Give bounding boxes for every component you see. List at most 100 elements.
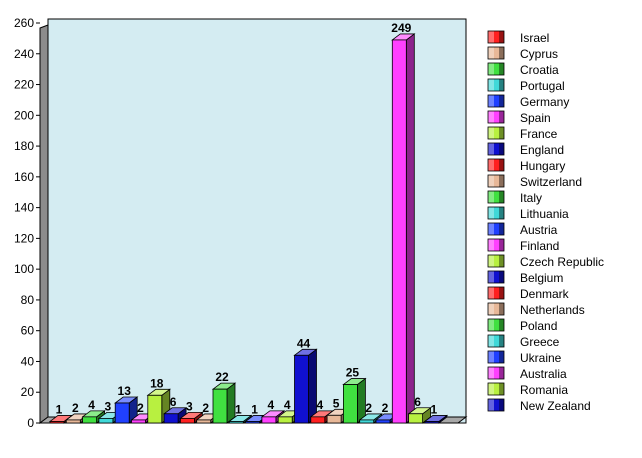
legend-swatch [487,110,505,124]
data-label: 3 [186,399,193,413]
data-label: 4 [316,398,323,412]
bar-italy [211,382,237,424]
legend-swatch [487,158,505,172]
legend-label: Portugal [520,79,565,93]
bar-belgium [293,348,318,424]
legend-item: Netherlands [487,302,585,317]
y-axis: 0 20 40 60 80 100 120 140 160 180 200 220 240 260 [14,16,40,430]
data-label: 1 [235,402,242,416]
data-label: 5 [333,396,340,410]
side-wall [39,24,49,424]
legend-label: Spain [520,111,551,125]
legend-label: Greece [520,335,560,349]
legend-swatch [487,238,505,252]
legend-label: Romania [520,383,568,397]
data-label: 249 [391,21,411,35]
legend-label: Israel [520,31,549,45]
y-tick-label: 160 [14,170,34,184]
data-label: 22 [215,370,229,384]
legend-swatch [487,382,505,396]
legend-item: Portugal [487,78,565,93]
legend-item: Poland [487,318,557,333]
legend-item: Greece [487,334,560,349]
y-tick-label: 200 [14,108,34,122]
bar-new-zealand [423,414,449,424]
legend-label: Belgium [520,271,563,285]
legend-item: Ukraine [487,350,562,365]
data-label: 3 [105,399,112,413]
legend-swatch [487,366,505,380]
legend-label: Poland [520,319,557,333]
legend-swatch [487,94,505,108]
legend-swatch [487,190,505,204]
legend-label: New Zealand [520,399,591,413]
legend-item: Denmark [487,286,570,301]
legend-label: Croatia [520,63,559,77]
legend-item: Austria [487,222,558,237]
legend-item: Germany [487,94,569,109]
legend-label: Italy [520,191,542,205]
y-tick-label: 100 [14,262,34,276]
data-label: 4 [88,398,95,412]
legend-swatch [487,78,505,92]
y-tick-label: 180 [14,139,34,153]
legend-swatch [487,270,505,284]
legend-swatch [487,398,505,412]
legend-item: New Zealand [487,398,591,413]
legend-swatch [487,286,505,300]
y-tick-label: 260 [14,16,34,30]
y-tick-label: 120 [14,231,34,245]
data-label: 2 [72,401,79,415]
legend-item: Spain [487,110,551,125]
y-tick-label: 220 [14,78,34,92]
legend-swatch [487,222,505,236]
legend-label: Hungary [520,159,565,173]
legend-label: Lithuania [520,207,569,221]
y-tick-label: 60 [21,324,35,338]
legend-swatch [487,206,505,220]
y-tick-label: 240 [14,47,34,61]
data-label: 2 [365,401,372,415]
data-label: 4 [268,398,275,412]
data-label: 18 [150,376,164,390]
data-label: 2 [202,401,209,415]
y-tick-label: 40 [21,354,35,368]
legend-label: Finland [520,239,559,253]
legend-swatch [487,334,505,348]
bar-germany [113,396,139,424]
legend-swatch [487,46,505,60]
legend-item: Czech Republic [487,254,604,269]
legend-label: Ukraine [520,351,562,365]
data-label: 2 [382,401,389,415]
data-label: 1 [251,402,258,416]
y-tick-label: 80 [21,293,35,307]
y-tick-label: 20 [21,385,35,399]
data-label: 25 [346,366,360,380]
data-label: 13 [118,384,132,398]
legend-label: Denmark [520,287,570,301]
legend-label: Switzerland [520,175,582,189]
data-label: 44 [297,336,311,350]
legend-swatch [487,254,505,268]
legend-item: Hungary [487,158,565,173]
legend-item: England [487,142,564,157]
legend-label: Germany [520,95,569,109]
legend-swatch [487,30,505,44]
y-tick-label: 140 [14,201,34,215]
bars [48,33,449,424]
bar-australia [391,33,416,424]
legend-swatch [487,126,505,140]
legend-swatch [487,302,505,316]
legend-label: Australia [520,367,567,381]
data-label: 2 [137,401,144,415]
legend-swatch [487,350,505,364]
legend-label: England [520,143,564,157]
legend-item: Finland [487,238,559,253]
data-label: 1 [431,402,438,416]
legend-label: Czech Republic [520,255,604,269]
legend-item: Belgium [487,270,563,285]
legend-swatch [487,174,505,188]
legend-item: Lithuania [487,206,569,221]
legend-label: France [520,127,558,141]
legend-item: Switzerland [487,174,582,189]
